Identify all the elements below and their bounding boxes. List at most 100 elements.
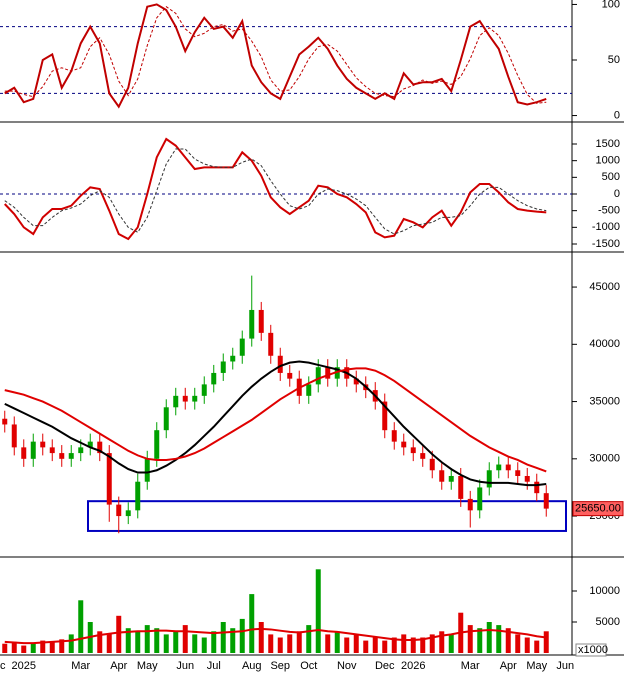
candle-body: [125, 510, 131, 517]
candle-body: [40, 441, 46, 448]
x-tick-label: Jun: [556, 660, 574, 672]
x-tick-label: Mar: [461, 660, 480, 672]
candle-body: [458, 475, 464, 499]
volume-bar: [116, 615, 122, 653]
candle-body: [401, 441, 407, 448]
volume-bar: [182, 625, 188, 653]
unit-box: [575, 643, 607, 657]
volume-bar: [40, 640, 46, 653]
volume-bar: [154, 628, 160, 653]
x-tick-label: 2025: [12, 660, 36, 672]
volume-bar: [239, 618, 245, 653]
x-tick-label: Sep: [270, 660, 290, 672]
candle-body: [524, 475, 530, 482]
y-tick-label: -1500: [592, 238, 620, 250]
candle-body: [287, 372, 293, 379]
x-tick-label: Dec: [375, 660, 395, 672]
volume-bar: [363, 640, 369, 653]
candle-body: [192, 395, 198, 402]
volume-bar: [211, 631, 217, 653]
candle-body: [410, 447, 416, 454]
series-line: [4, 5, 547, 104]
candle-body: [68, 453, 74, 459]
volume-bar: [135, 631, 141, 653]
y-tick-label: 50: [608, 54, 620, 66]
volume-bar: [505, 628, 511, 653]
volume-bar: [163, 634, 169, 653]
x-tick-label: Apr: [500, 660, 517, 672]
x-tick-label: May: [137, 660, 158, 672]
volume-bar: [201, 637, 207, 653]
volume-bar: [429, 634, 435, 653]
candle-body: [97, 441, 103, 454]
candle-body: [201, 384, 207, 396]
volume-bar: [543, 631, 549, 653]
volume-bar: [448, 634, 454, 653]
volume-bar: [315, 569, 321, 653]
volume-bar: [11, 641, 17, 653]
y-tick-label: 1500: [596, 138, 620, 150]
candle-body: [163, 407, 169, 431]
volume-bar: [97, 631, 103, 653]
volume-bar: [496, 625, 502, 653]
volume-bar: [534, 640, 540, 653]
candle-body: [182, 395, 188, 402]
series-line: [4, 3, 547, 109]
volume-bar: [420, 637, 426, 653]
y-tick-label: -500: [598, 205, 620, 217]
volume-bar: [21, 645, 27, 653]
candle-body: [49, 447, 55, 454]
x-tick-label: May: [526, 660, 547, 672]
volume-bar: [268, 634, 274, 653]
x-tick-label: Nov: [337, 660, 357, 672]
candle-body: [87, 441, 93, 448]
y-tick-label: -1000: [592, 221, 620, 233]
volume-bar: [144, 625, 150, 653]
candle-body: [353, 378, 359, 385]
y-tick-label: 1000: [596, 155, 620, 167]
x-tick-label: Oct: [300, 660, 317, 672]
y-tick-label: 35000: [589, 395, 620, 407]
candle-body: [534, 481, 540, 494]
series-line: [4, 137, 547, 241]
x-tick-label: Apr: [110, 660, 127, 672]
volume-bar: [125, 628, 131, 653]
volume-bar: [49, 641, 55, 653]
volume-bar: [401, 634, 407, 653]
volume-bar: [515, 634, 521, 653]
candle-body: [505, 464, 511, 471]
series-line: [4, 627, 547, 645]
candle-body: [21, 447, 27, 459]
y-tick-label: 45000: [589, 281, 620, 293]
volume-bar: [306, 625, 312, 653]
candle-body: [59, 453, 65, 459]
volume-bar: [477, 628, 483, 653]
candle-body: [325, 367, 331, 379]
candle-body: [467, 498, 473, 511]
volume-bar: [230, 628, 236, 653]
volume-bar: [439, 631, 445, 653]
volume-bar: [334, 631, 340, 653]
last-price-label: 25650.00: [575, 503, 621, 515]
volume-bar: [106, 634, 112, 653]
volume-bar: [353, 634, 359, 653]
candle-body: [154, 430, 160, 459]
y-tick-label: 0: [614, 109, 620, 121]
volume-bar: [467, 625, 473, 653]
volume-bar: [173, 631, 179, 653]
y-tick-label: 0: [614, 188, 620, 200]
candle-body: [477, 487, 483, 511]
volume-bar: [296, 631, 302, 653]
volume-bar: [277, 637, 283, 653]
volume-bar: [372, 637, 378, 653]
candle-body: [439, 470, 445, 482]
unit-label: x1000: [578, 644, 608, 656]
candle-body: [306, 384, 312, 396]
candle-body: [144, 458, 150, 482]
candle-body: [258, 309, 264, 333]
candle-body: [106, 453, 112, 505]
volume-bar: [287, 634, 293, 653]
y-tick-label: 10000: [589, 585, 620, 597]
candle-body: [268, 332, 274, 356]
candle-body: [173, 395, 179, 408]
